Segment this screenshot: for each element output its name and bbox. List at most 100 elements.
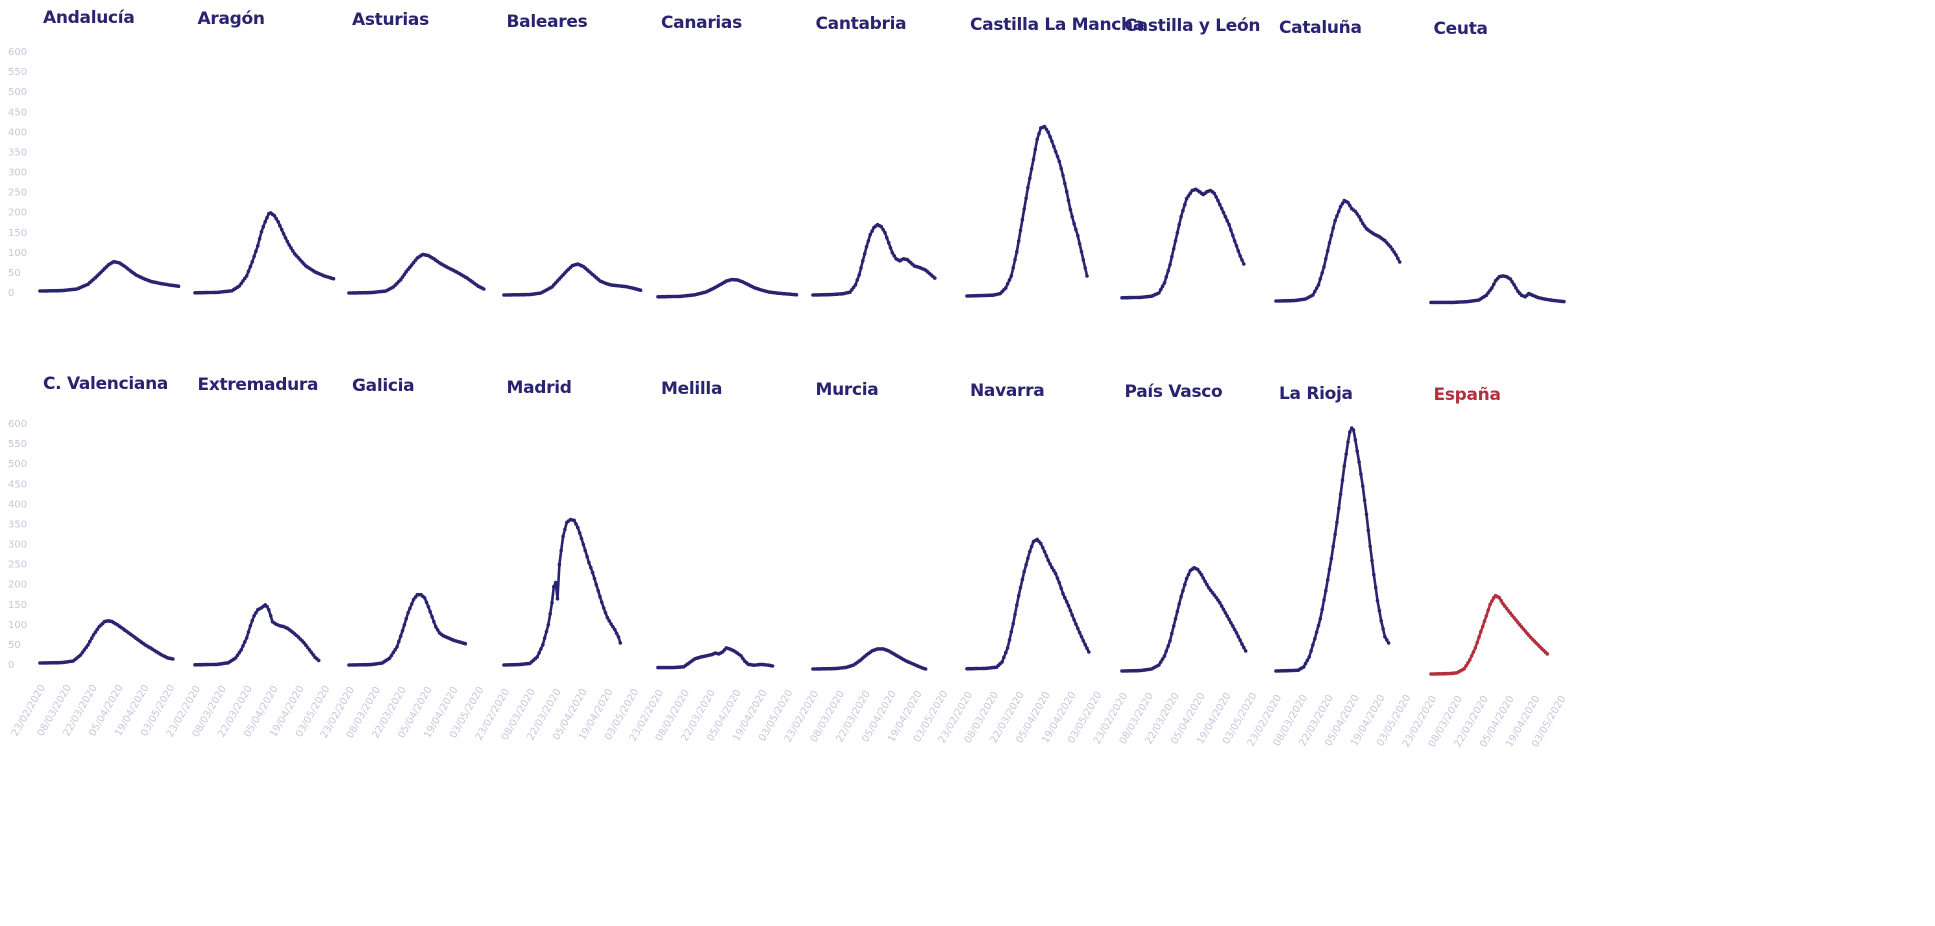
data-point [1359,471,1363,476]
data-point [1397,259,1402,264]
data-point [1015,603,1019,608]
data-point [1461,666,1466,671]
data-point [1079,635,1084,639]
data-point [1390,247,1395,251]
panel-baleares: Baleares [501,12,692,382]
data-point [1016,239,1021,244]
data-point [91,633,96,637]
data-point [739,653,743,658]
data-point [1473,645,1477,650]
data-point [1007,278,1012,282]
data-point [1057,159,1062,164]
data-point [1175,231,1179,235]
y-tick-label: 200 [8,580,27,591]
y-tick-label: 450 [8,107,27,118]
y-tick-label: 0 [8,660,14,671]
data-point [1005,282,1010,286]
data-point [93,630,98,634]
data-point [1340,201,1345,205]
data-point [581,542,585,546]
panel-title: Melilla [661,378,723,399]
panel-asturias: Asturias [347,10,537,380]
data-point [1372,572,1376,576]
data-point [432,620,436,624]
data-point [237,284,241,288]
data-point [1175,609,1179,614]
data-point [1485,608,1490,612]
data-point [1076,234,1080,238]
panel-cantabria: Cantabria [810,14,1001,384]
y-tick-label: 350 [8,519,27,530]
data-point [1197,570,1201,575]
data-point [1338,492,1343,496]
data-point [1064,600,1069,604]
panel-title: Aragón [197,9,265,30]
data-point [932,276,937,280]
data-point [1063,181,1067,186]
data-point [1469,653,1473,658]
data-point [1057,581,1062,585]
data-point [1053,571,1058,576]
data-point [1053,149,1058,154]
data-point [387,656,392,661]
data-point [331,277,335,281]
data-point [400,275,405,280]
data-point [1234,631,1238,635]
data-point [614,631,618,635]
data-point [1200,576,1205,581]
data-point [1013,258,1017,262]
data-point [1224,219,1229,223]
data-point [1236,635,1240,639]
data-point [1213,195,1218,200]
data-point [1232,628,1236,632]
data-point [1061,592,1065,596]
panel-andaluc-a: Andalucía 0 50 100 150 200 250 300 350 400 450 500 5… [8,8,228,378]
data-point [638,287,642,292]
panel-title: Castilla y León [1124,16,1261,37]
y-tick-label: 50 [8,640,21,651]
data-point [1366,528,1371,532]
data-point [253,611,258,615]
data-point [1169,255,1174,259]
data-point [238,281,243,286]
data-point [1324,256,1328,261]
data-point [1169,632,1174,636]
data-point [1167,639,1172,644]
data-point [605,615,609,619]
data-point [1463,663,1468,668]
data-point [1195,567,1199,572]
data-point [553,580,557,584]
data-point [860,259,865,263]
data-point [770,663,775,668]
y-tick-label: 300 [8,168,27,179]
data-point [547,611,552,616]
data-point [1335,520,1339,524]
data-point [847,290,852,294]
data-point [1074,622,1078,627]
data-point [1035,137,1039,142]
data-point [584,554,589,558]
data-point [1173,617,1177,621]
data-point [1070,613,1074,618]
data-point [1068,608,1073,613]
panel-plot [192,211,335,295]
data-point [558,548,563,552]
data-point [608,621,613,626]
data-point [538,646,543,651]
data-point [1156,291,1161,296]
data-point [1314,629,1319,634]
data-point [255,244,260,248]
data-point [1083,643,1087,647]
data-point [1482,619,1486,623]
panel-murcia: Murcia 23/02/2020 08/03/2020 22/03/2020 05/0… [782,380,1001,750]
data-point [1072,222,1076,226]
panel-plot [1119,187,1246,300]
data-point [1346,200,1350,204]
data-point [858,266,863,270]
panel-title: Madrid [506,377,572,398]
data-point [1182,583,1187,587]
data-point [1074,228,1078,232]
data-point [1368,544,1372,548]
data-point [1029,167,1034,171]
y-tick-label: 450 [8,479,27,490]
